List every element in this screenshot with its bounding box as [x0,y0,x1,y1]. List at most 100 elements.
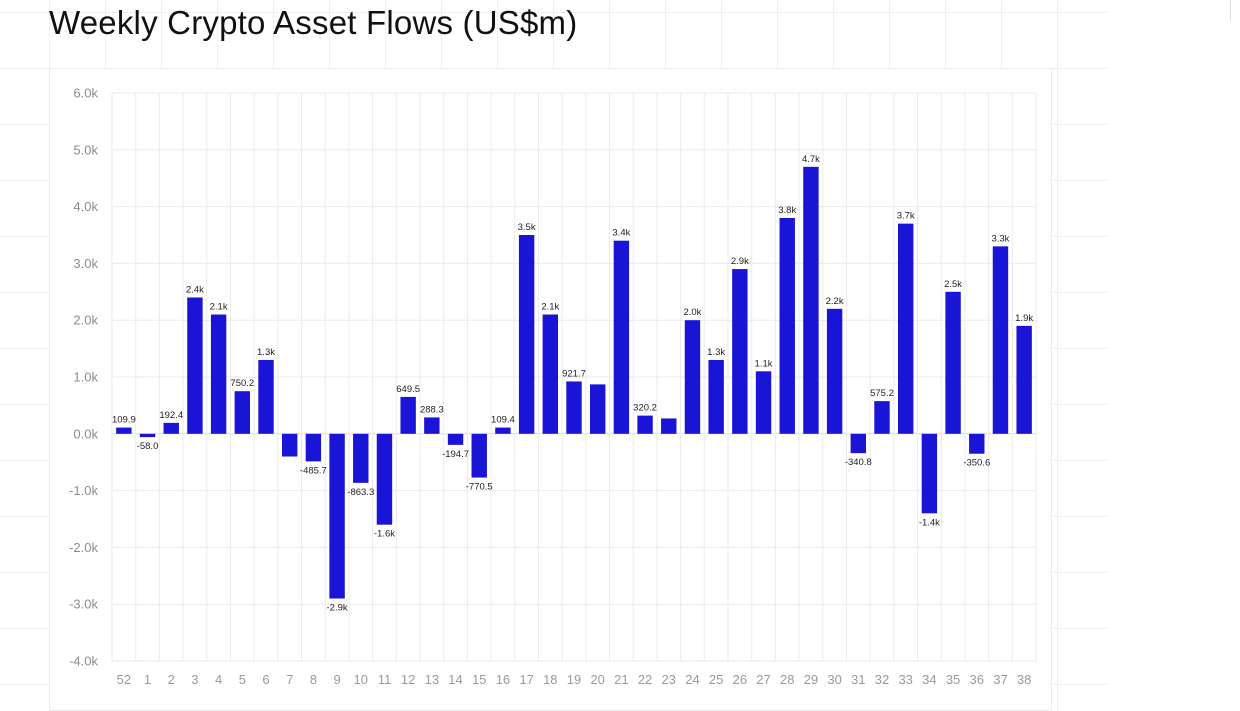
x-tick-label: 22 [638,672,652,687]
bar [187,297,203,434]
data-label: -340.8 [845,457,872,468]
y-tick-label: -3.0k [69,597,98,612]
x-tick-label: 6 [262,672,269,687]
data-label: 109.4 [491,415,515,426]
bar [305,433,322,462]
x-tick-label: 3 [191,672,198,687]
x-tick-label: 9 [333,672,340,687]
grid-layer [111,92,1037,662]
y-tick-label: -2.0k [69,540,98,555]
y-tick-label: 1.0k [73,370,98,385]
bar [424,417,440,434]
chart-title: Weekly Crypto Asset Flows (US$m) [49,4,578,41]
x-tick-label: 21 [614,672,628,687]
axis-layer: 6.0k 5.0k 4.0k 3.0k 2.0k 1.0k 0.0k -1.0k -2.0k -3… [69,86,1031,688]
data-label: 1.1k [755,358,773,369]
x-tick-label: 29 [804,672,818,687]
bar [447,433,464,445]
data-label: -1.6k [374,529,395,540]
x-tick-label: 12 [401,672,415,687]
y-tick-label: 6.0k [73,86,98,101]
bar [874,401,890,434]
bar [163,422,179,434]
x-tick-label: 16 [496,672,510,687]
x-tick-label: 30 [827,672,841,687]
x-tick-label: 8 [310,672,317,687]
bar [613,240,630,434]
bar [755,371,772,434]
bar [258,359,274,434]
data-label: 109.9 [112,415,136,426]
data-label: 575.2 [870,388,894,399]
bar-layer [116,166,1032,599]
background-margin [1108,0,1240,711]
x-tick-label: 35 [946,672,960,687]
bar [329,433,345,599]
x-tick-label: 19 [567,672,581,687]
y-tick-label: 0.0k [73,426,98,441]
bar [210,314,227,434]
bar [684,320,701,434]
bar [589,384,606,434]
x-tick-label: 11 [378,672,392,687]
bar [353,433,369,483]
bar [542,314,559,434]
data-label: -2.9k [327,603,348,614]
bar [495,427,511,434]
x-tick-label: 18 [543,672,557,687]
bar [139,433,156,438]
data-label: -58.0 [137,441,159,452]
x-tick-label: 24 [685,672,699,687]
data-label: 3.3k [991,233,1009,244]
x-tick-label: 37 [993,672,1007,687]
y-tick-label: 2.0k [73,313,98,328]
bar [400,396,416,434]
x-tick-label: 25 [709,672,723,687]
x-tick-label: 20 [590,672,604,687]
bar [803,166,819,434]
data-label: -350.6 [963,458,990,469]
x-tick-label: 33 [898,672,912,687]
x-tick-label: 31 [851,672,865,687]
data-label: -1.4k [919,517,940,528]
data-label: 2.1k [210,302,228,313]
data-label: 2.5k [944,279,962,290]
bar [897,223,914,434]
bar [732,269,748,434]
x-tick-label: 7 [286,672,293,687]
x-tick-label: 13 [425,672,439,687]
data-label: 2.4k [186,284,204,295]
edge-divider [1230,0,1231,20]
bar [376,433,393,525]
bar [969,433,985,454]
data-label: 649.5 [396,384,420,395]
data-label: 288.3 [420,404,444,415]
x-tick-label: 38 [1017,672,1031,687]
x-tick-label: 36 [970,672,984,687]
data-label: 2.9k [731,256,749,267]
bar [637,415,653,434]
data-label: 2.2k [826,296,844,307]
data-label: 3.4k [612,228,630,239]
bar [471,433,487,478]
x-tick-label: 5 [239,672,246,687]
x-tick-label: 17 [519,672,533,687]
bar [850,433,867,454]
x-tick-label: 27 [756,672,770,687]
x-tick-label: 28 [780,672,794,687]
data-label: 2.0k [683,307,701,318]
x-tick-label: 10 [354,672,368,687]
data-label: 1.3k [707,347,725,358]
x-tick-label: 2 [168,672,175,687]
data-label: 192.4 [159,410,183,421]
bar [1016,325,1032,434]
bar [661,418,677,434]
data-label: 750.2 [230,378,254,389]
data-label: 4.7k [802,154,820,165]
data-label: -770.5 [466,482,493,493]
y-tick-label: -4.0k [69,654,98,669]
bar [566,381,582,434]
bar [826,308,843,434]
data-label: -194.7 [442,449,469,460]
